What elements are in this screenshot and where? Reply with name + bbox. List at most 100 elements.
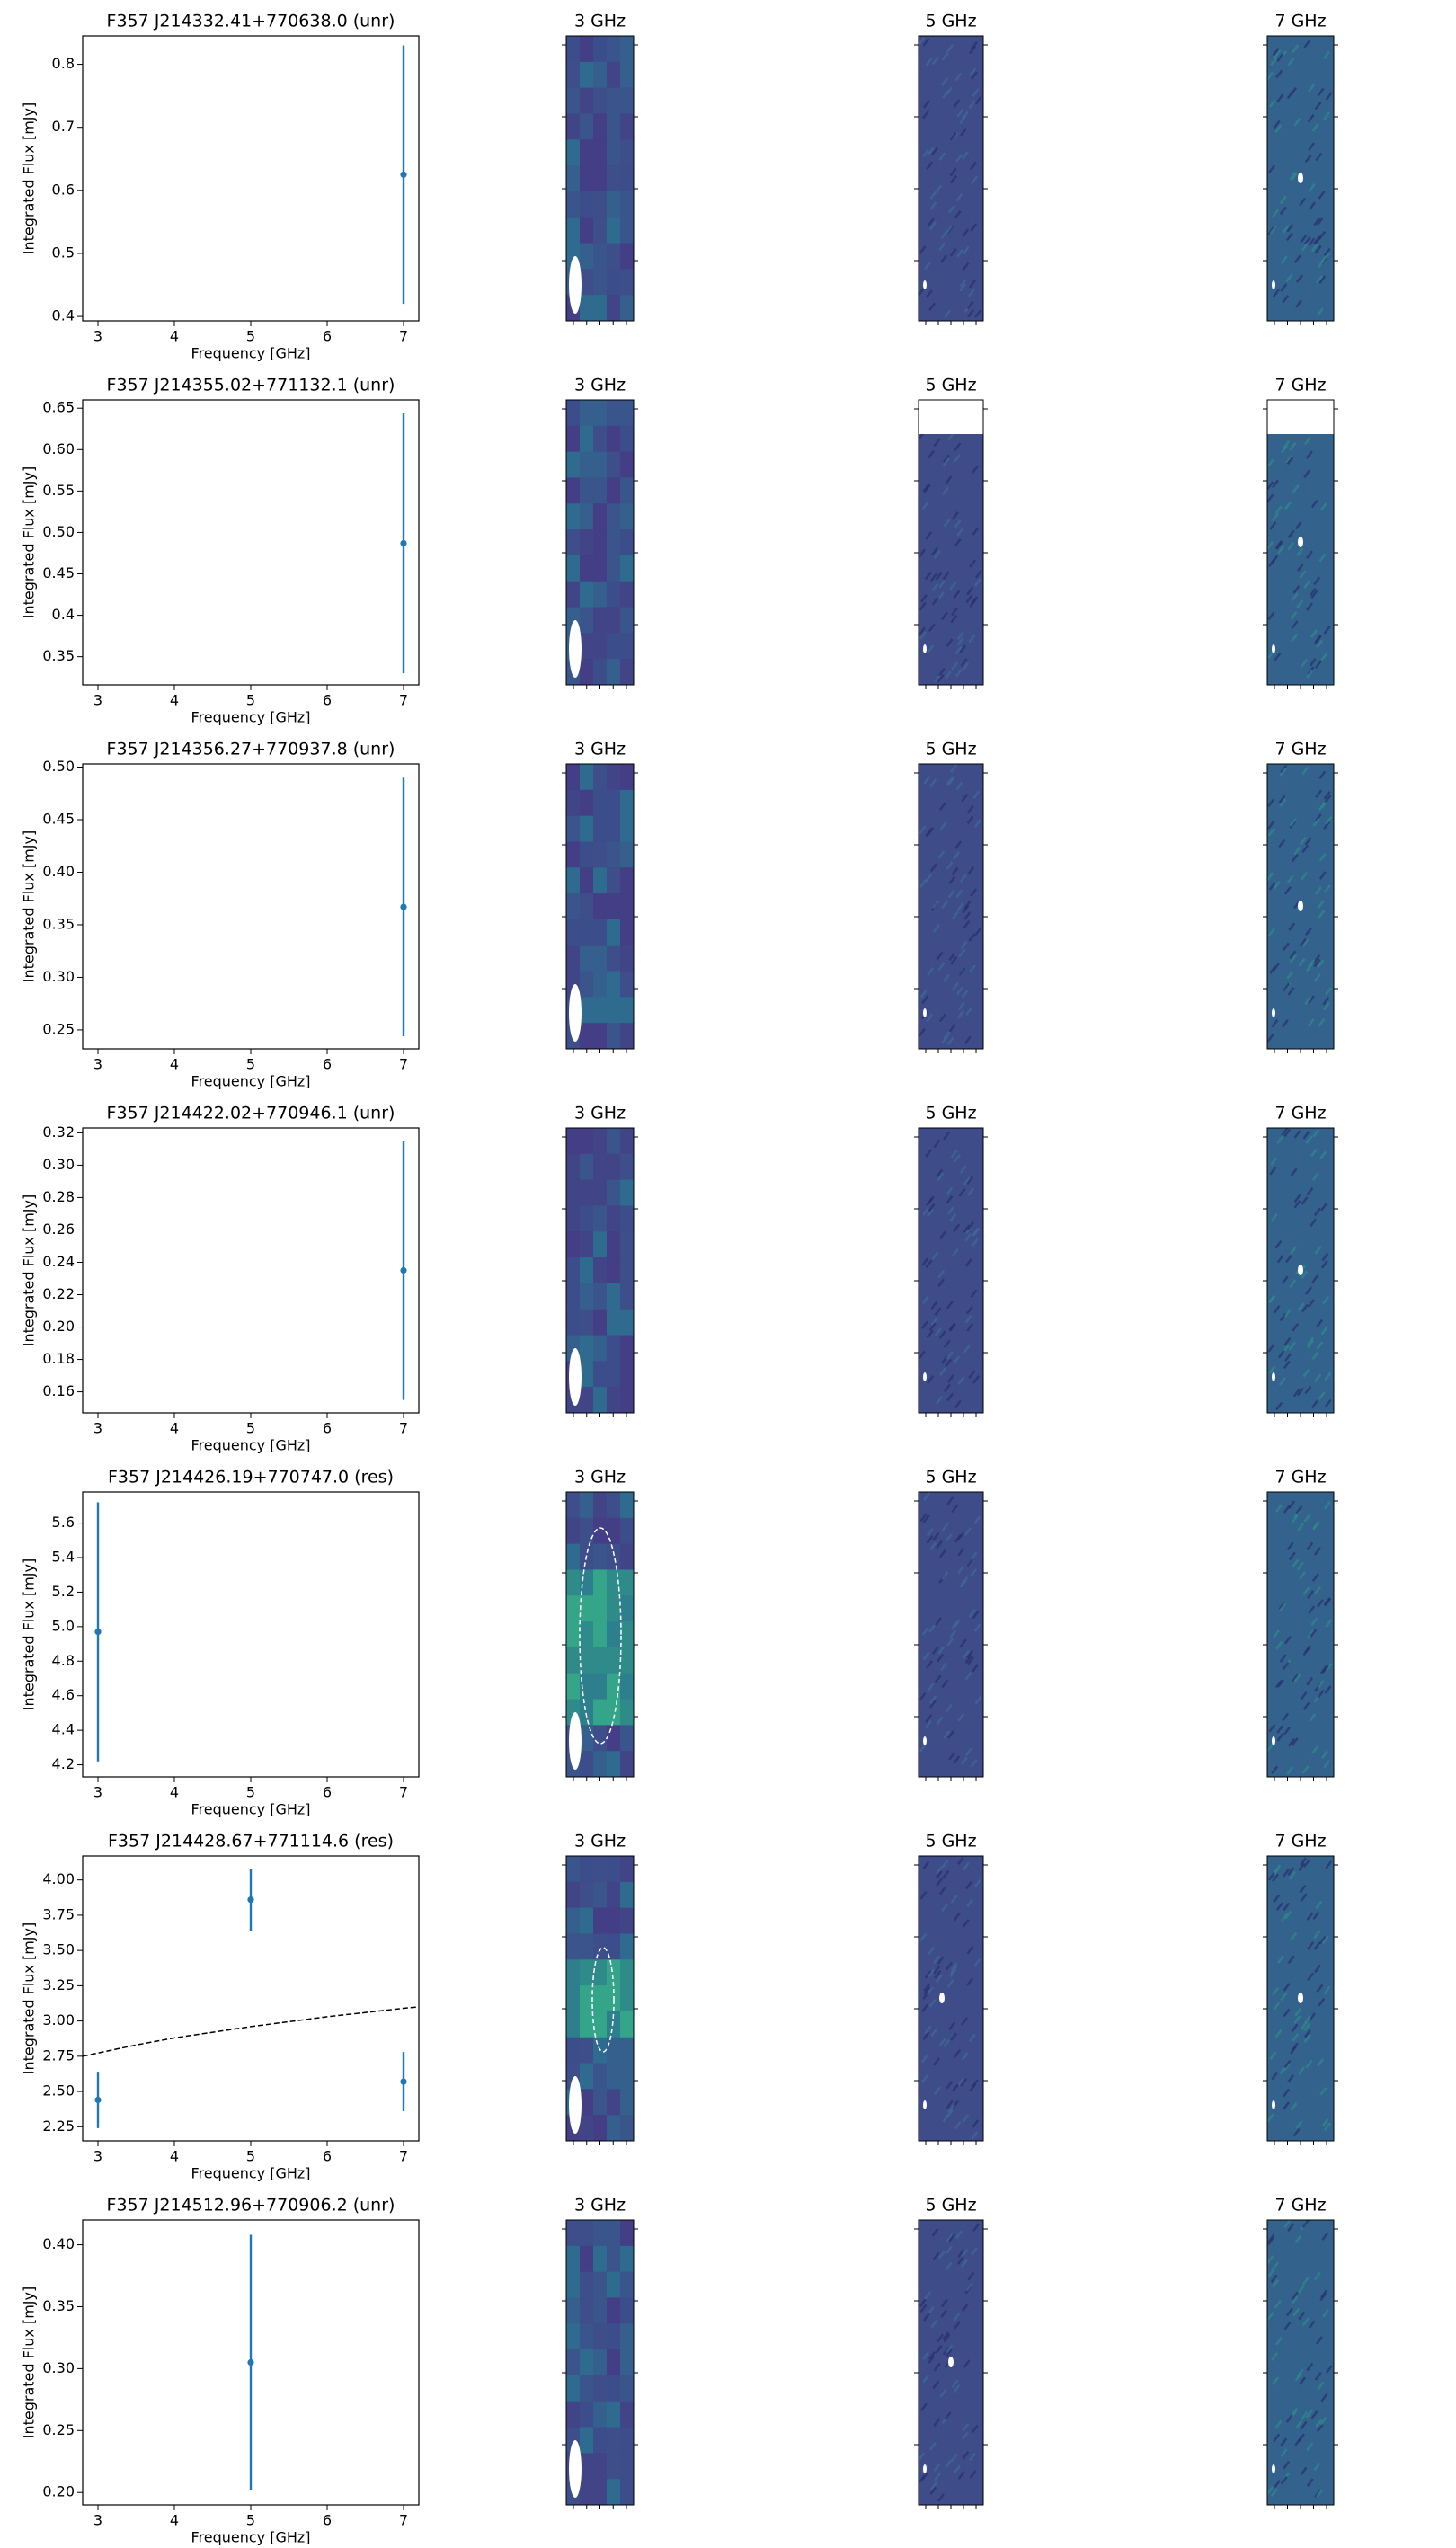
image-noise [944, 2411, 952, 2420]
image-noise [1296, 563, 1304, 572]
image-pixel [607, 2245, 621, 2273]
image-pixel [607, 997, 621, 1024]
image-noise [1285, 2414, 1293, 2423]
y-tick-label: 0.60 [42, 440, 75, 457]
image-noise [1320, 1259, 1328, 1269]
image-noise [929, 201, 937, 210]
x-tick-label: 7 [399, 2512, 408, 2529]
data-point [400, 171, 407, 178]
image-noise [929, 191, 937, 200]
image-noise [943, 1339, 951, 1348]
image-pixel [580, 1621, 594, 1648]
image-noise [1282, 295, 1290, 304]
image-noise [947, 1730, 955, 1739]
image-noise [946, 2080, 954, 2090]
image-pixel [580, 1699, 594, 1726]
x-axis-label: Frequency [GHz] [191, 2529, 310, 2546]
image-pixel [620, 1309, 635, 1336]
image-noise [1286, 1766, 1294, 1775]
image-noise [932, 2380, 940, 2390]
y-tick-label: 0.28 [42, 1188, 75, 1205]
panel-title: 3 GHz [574, 12, 626, 31]
image-noise [1291, 1514, 1299, 1523]
y-tick-label: 3.25 [42, 1976, 75, 1993]
image-noise [1271, 1018, 1279, 1028]
image-pixel [580, 1569, 594, 1596]
image-pixel [593, 2089, 608, 2116]
image-noise [937, 1270, 946, 1279]
image-noise [1273, 1305, 1281, 1314]
image-noise [1291, 2295, 1299, 2304]
image-noise [931, 582, 939, 592]
image-noise [918, 626, 926, 636]
image-pixel [593, 2271, 608, 2298]
image-noise [927, 2305, 935, 2315]
image-noise [1303, 236, 1311, 245]
image-noise [971, 1664, 979, 1673]
image-pixel [620, 659, 635, 686]
x-tick-label: 3 [93, 2512, 102, 2529]
image-noise [919, 245, 927, 254]
image-noise [927, 1375, 935, 1384]
image-noise [919, 1891, 928, 1900]
image-noise [1270, 57, 1278, 67]
image-noise [925, 289, 933, 298]
y-tick-label: 0.4 [52, 307, 75, 324]
image-noise [940, 230, 948, 240]
image-pixel [580, 1959, 594, 1986]
image-noise [933, 1965, 941, 1975]
image-pixel [607, 607, 621, 634]
image-pixel [593, 1856, 608, 1883]
image-noise [937, 591, 946, 600]
image-noise [1320, 2393, 1328, 2402]
image-noise [942, 571, 950, 580]
image-pixel [607, 2375, 621, 2402]
image-pixel [566, 581, 581, 608]
image-noise [935, 2345, 943, 2354]
image-noise [1313, 217, 1321, 226]
image-noise [934, 1307, 942, 1317]
image-noise [962, 904, 970, 914]
image-pixel [620, 1257, 635, 1284]
image-noise [946, 776, 954, 786]
x-tick-label: 6 [323, 2148, 332, 2165]
image-noise [1306, 1912, 1314, 1921]
image-noise [924, 1720, 932, 1729]
x-axis-label: Frequency [GHz] [191, 709, 310, 726]
image-pixel [580, 87, 594, 114]
image-pixel [620, 165, 635, 192]
image-noise [1283, 2088, 1291, 2098]
image-noise [1283, 1128, 1292, 1138]
image-pixel [620, 1959, 635, 1986]
image-noise [940, 254, 948, 263]
image-noise [1296, 547, 1304, 557]
image-noise [925, 1714, 933, 1723]
image-noise [1317, 959, 1325, 968]
image-pixel [620, 2089, 635, 2116]
image-noise [1313, 576, 1321, 585]
image-noise [941, 900, 949, 909]
image-noise [1267, 2268, 1275, 2277]
image-noise [1279, 768, 1287, 777]
image-pixel [607, 841, 621, 868]
image-pixel [593, 2453, 608, 2480]
image-noise [1296, 1561, 1304, 1571]
image-noise [1320, 2289, 1328, 2298]
image-noise [1285, 455, 1293, 464]
y-tick-label: 0.20 [42, 1318, 75, 1335]
image-noise [968, 2033, 976, 2043]
image-noise [1307, 1017, 1315, 1027]
plot-frame [82, 1127, 420, 1414]
image-noise [1305, 2059, 1313, 2069]
image-noise [1266, 71, 1274, 81]
image-noise [1282, 225, 1290, 234]
image-noise [1269, 2051, 1277, 2060]
image-noise [946, 225, 954, 234]
image-noise [1323, 791, 1331, 800]
image-pixel [593, 659, 608, 686]
y-tick-label: 0.24 [42, 1253, 75, 1270]
image-noise [928, 1946, 936, 1956]
image-noise [919, 594, 928, 603]
image-noise [937, 850, 946, 859]
image-noise [953, 2384, 961, 2393]
